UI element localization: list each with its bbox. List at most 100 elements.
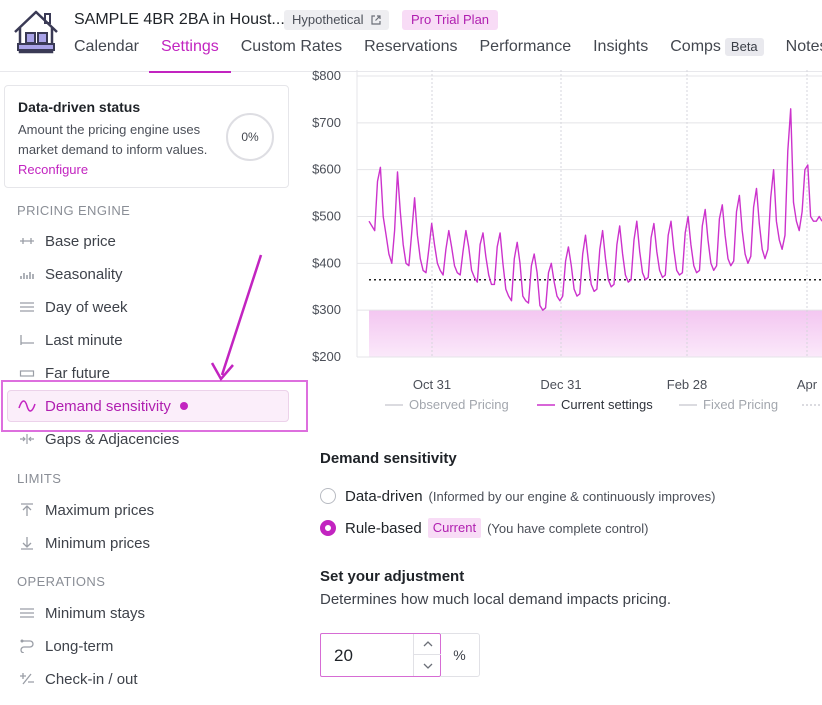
x-tick-label: Oct 31 xyxy=(413,377,451,392)
pricing-chart: $800 $700 $600 $500 $400 $300 $200 Oct 31 Dec 31… xyxy=(312,70,822,412)
plus-minus-icon xyxy=(17,671,37,687)
sidebar-item-label: Last minute xyxy=(45,331,123,349)
sidebar-item-seasonality[interactable]: Seasonality xyxy=(17,263,123,285)
lines-icon xyxy=(17,605,37,621)
sidebar-item-day-of-week[interactable]: Day of week xyxy=(17,296,128,318)
sidebar-item-label: Base price xyxy=(45,232,116,250)
y-tick-label: $200 xyxy=(312,349,341,364)
decrement-button[interactable] xyxy=(414,655,441,676)
minimum-price-band xyxy=(369,310,822,357)
active-item-background xyxy=(7,390,289,422)
y-tick-label: $700 xyxy=(312,115,341,130)
data-driven-radio[interactable] xyxy=(320,488,336,504)
sidebar-item-gaps[interactable]: Gaps & Adjacencies xyxy=(17,428,179,450)
sidebar-item-minimum-prices[interactable]: Minimum prices xyxy=(17,532,150,554)
day-of-week-icon xyxy=(17,299,37,315)
top-header: SAMPLE 4BR 2BA in Houst... Hypothetical … xyxy=(0,0,822,73)
adjustment-title: Set your adjustment xyxy=(320,568,465,585)
y-tick-label: $800 xyxy=(312,70,341,83)
tab-insights[interactable]: Insights xyxy=(593,38,649,55)
chevron-down-icon xyxy=(423,663,432,669)
status-description-text: Amount the pricing engine uses market de… xyxy=(18,122,208,157)
beta-badge: Beta xyxy=(724,38,764,56)
y-tick-label: $300 xyxy=(312,302,341,317)
percent-unit: % xyxy=(440,633,480,677)
sidebar-item-far-future[interactable]: Far future xyxy=(17,362,110,384)
tab-settings[interactable]: Settings xyxy=(148,38,231,73)
section-operations: OPERATIONS xyxy=(17,574,106,589)
sidebar-item-check-in-out[interactable]: Check-in / out xyxy=(17,668,138,690)
sidebar-item-demand-sensitivity[interactable]: Demand sensitivity xyxy=(17,396,188,416)
sidebar-item-label: Maximum prices xyxy=(45,501,155,519)
active-dot xyxy=(179,402,188,410)
rule-based-radio[interactable] xyxy=(320,520,336,536)
tab-notes[interactable]: Notes xyxy=(785,38,822,55)
data-driven-note: (Informed by our engine & continuously i… xyxy=(428,488,716,504)
reconfigure-link[interactable]: Reconfigure xyxy=(18,162,89,177)
tab-custom-rates[interactable]: Custom Rates xyxy=(240,38,343,55)
current-settings-series-line xyxy=(368,108,822,311)
rule-based-label: Rule-based xyxy=(345,519,422,537)
sidebar-item-label: Far future xyxy=(45,364,111,382)
sidebar-item-maximum-prices[interactable]: Maximum prices xyxy=(17,499,154,521)
x-tick-label: Feb 28 xyxy=(667,377,707,392)
legend-label: Current settings xyxy=(561,397,653,412)
y-tick-label: $400 xyxy=(312,255,341,270)
status-description: Amount the pricing engine uses market de… xyxy=(18,120,218,180)
sidebar-item-base-price[interactable]: Base price xyxy=(17,230,116,252)
annotation-highlight-box xyxy=(1,380,308,432)
tab-comps-label: Comps xyxy=(670,38,721,55)
arrow-down-icon xyxy=(17,535,37,551)
demand-sensitivity-title: Demand sensitivity xyxy=(320,450,457,467)
annotation-arrow-icon xyxy=(210,254,263,382)
tab-calendar[interactable]: Calendar xyxy=(74,38,139,55)
rule-based-note: (You have complete control) xyxy=(487,520,649,536)
tab-performance[interactable]: Performance xyxy=(479,38,572,55)
sidebar-item-label: Seasonality xyxy=(45,265,123,283)
sidebar-item-label: Gaps & Adjacencies xyxy=(45,430,180,448)
seasonality-icon xyxy=(17,266,37,282)
adjustment-stepper xyxy=(413,634,441,676)
sidebar-item-label: Day of week xyxy=(45,298,128,316)
adjustment-description: Determines how much local demand impacts… xyxy=(320,591,671,608)
data-driven-status-card: Data-driven status Amount the pricing en… xyxy=(4,85,289,188)
y-tick-label: $600 xyxy=(312,162,341,177)
far-future-icon xyxy=(17,365,37,381)
sidebar-item-label: Demand sensitivity xyxy=(45,397,171,415)
sidebar-item-label: Minimum prices xyxy=(45,534,151,552)
sidebar-item-long-term[interactable]: Long-term xyxy=(17,635,113,657)
current-badge: Current xyxy=(427,518,482,538)
section-pricing-engine: PRICING ENGINE xyxy=(17,203,131,218)
sidebar-item-label: Minimum stays xyxy=(45,604,146,622)
option-rule-based[interactable]: Rule-based Current (You have complete co… xyxy=(320,518,648,538)
tab-comps[interactable]: Comps Beta xyxy=(670,38,764,72)
main-tabs: Calendar Settings Custom Rates Reservati… xyxy=(74,38,822,73)
x-tick-label: Dec 31 xyxy=(540,377,581,392)
arrow-up-icon xyxy=(17,502,37,518)
status-title: Data-driven status xyxy=(18,99,141,115)
tab-reservations[interactable]: Reservations xyxy=(364,38,458,55)
base-price-icon xyxy=(17,233,37,249)
increment-button[interactable] xyxy=(414,634,441,655)
sidebar-item-minimum-stays[interactable]: Minimum stays xyxy=(17,602,145,624)
option-data-driven[interactable]: Data-driven (Informed by our engine & co… xyxy=(320,486,715,506)
last-minute-icon xyxy=(17,332,37,348)
listing-title: SAMPLE 4BR 2BA in Houst... xyxy=(74,11,285,28)
hypothetical-badge[interactable]: Hypothetical xyxy=(284,10,390,30)
legend-label: Observed Pricing xyxy=(409,397,509,412)
status-percent-ring: 0% xyxy=(226,113,274,161)
sidebar-item-label: Check-in / out xyxy=(45,670,138,688)
adjustment-input[interactable]: 20 xyxy=(320,633,441,677)
route-icon xyxy=(17,638,37,654)
section-limits: LIMITS xyxy=(17,471,62,486)
adjustment-value[interactable]: 20 xyxy=(334,646,353,665)
gaps-icon xyxy=(17,431,37,447)
sidebar-item-last-minute[interactable]: Last minute xyxy=(17,329,123,351)
data-driven-label: Data-driven xyxy=(345,487,423,505)
chevron-up-icon xyxy=(423,641,432,647)
legend-label: Fixed Pricing xyxy=(703,397,778,412)
sidebar-item-label: Long-term xyxy=(45,637,114,655)
wave-icon xyxy=(17,398,37,414)
plan-badge[interactable]: Pro Trial Plan xyxy=(402,10,499,30)
y-tick-label: $500 xyxy=(312,209,341,224)
